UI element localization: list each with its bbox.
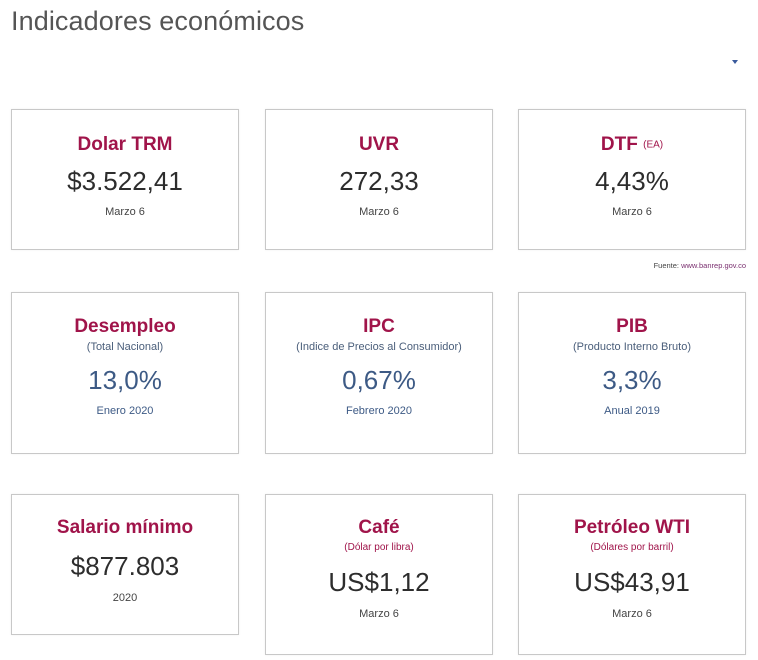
card-date: Anual 2019 [604,405,660,417]
card-value: US$43,91 [574,567,690,597]
source-note: Fuente: www.banrep.gov.co [560,261,746,270]
card-title-suffix: (EA) [643,139,664,151]
card-value: $3.522,41 [67,166,183,196]
card-date: Marzo 6 [359,608,399,620]
card-dtf: DTF (EA) 4,43% Marzo 6 [518,109,746,250]
card-subtitle: (Producto Interno Bruto) [572,341,691,353]
card-subtitle: (Dólar por libra) [344,542,414,553]
card-date: Marzo 6 [105,206,145,218]
card-value: 0,67% [342,365,416,395]
card-value: 13,0% [88,365,162,395]
card-title: Café [358,517,400,538]
page-title: Indicadores económicos [11,6,305,36]
card-ipc: IPC (Indice de Precios al Consumidor) 0,… [265,292,493,454]
card-title: Petróleo WTI [573,517,691,538]
card-dolar-trm: Dolar TRM $3.522,41 Marzo 6 [11,109,239,250]
card-date: 2020 [112,592,138,604]
card-title: PIB [616,316,648,337]
card-date: Marzo 6 [612,206,652,218]
card-value: US$1,12 [328,567,430,597]
card-title: UVR [358,134,400,155]
card-title-text: DTF [600,134,638,155]
chevron-down-icon[interactable] [732,60,738,64]
card-date: Febrero 2020 [345,405,413,417]
source-link[interactable]: www.banrep.gov.co [681,261,746,270]
card-cafe: Café (Dólar por libra) US$1,12 Marzo 6 [265,494,493,655]
card-uvr: UVR 272,33 Marzo 6 [265,109,493,250]
card-title: Salario mínimo [56,517,194,538]
card-title: Desempleo [74,316,176,337]
card-title: IPC [363,316,395,337]
card-date: Marzo 6 [612,608,652,620]
card-value: 3,3% [602,365,662,395]
source-prefix: Fuente: [653,261,679,270]
card-desempleo: Desempleo (Total Nacional) 13,0% Enero 2… [11,292,239,454]
card-subtitle: (Total Nacional) [86,341,164,353]
card-subtitle: (Dólares por barril) [590,542,674,553]
card-pib: PIB (Producto Interno Bruto) 3,3% Anual … [518,292,746,454]
card-date: Enero 2020 [96,405,154,417]
card-subtitle: (Indice de Precios al Consumidor) [296,341,462,353]
card-date: Marzo 6 [359,206,399,218]
card-value: $877.803 [70,551,180,581]
card-value: 272,33 [339,166,419,196]
card-salario-minimo: Salario mínimo $877.803 2020 [11,494,239,635]
card-value: 4,43% [595,166,669,196]
card-petroleo-wti: Petróleo WTI (Dólares por barril) US$43,… [518,494,746,655]
card-title: Dolar TRM [77,134,173,155]
card-title: DTF (EA) [519,134,745,156]
